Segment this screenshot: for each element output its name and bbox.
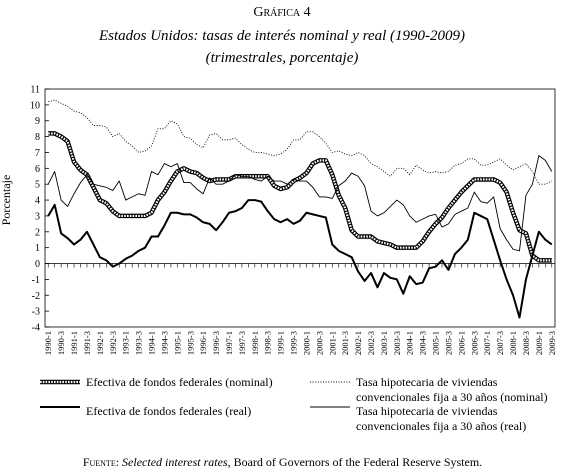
source-text: , Board of Governors of the Federal Rese… [227,455,483,469]
y-tick-label: 1 [35,243,40,254]
x-tick-label: 2000-3 [314,331,324,355]
y-tick-label: 0 [35,259,40,270]
x-tick-label: 2004-3 [418,331,428,355]
y-tick-label: 7 [35,148,40,159]
x-tick-label: 2003-1 [379,331,389,355]
x-tick-label: 1999-1 [276,331,286,355]
x-tick-label: 1995-3 [185,331,195,355]
y-tick-label: 3 [35,211,40,222]
x-tick-label: 1992-1 [95,331,105,355]
series-line [48,131,552,263]
y-tick-label: -1 [32,275,40,286]
legend-label: Tasa hipotecaria de viviendas convencion… [356,375,548,404]
x-tick-label: 2009-3 [547,331,557,355]
chart-title: Gráfica 4 [253,5,310,20]
plot-frame [44,88,556,328]
x-tick-label: 2009-1 [534,331,544,355]
series-line [47,155,553,252]
x-tick-label: 1992-3 [108,331,118,355]
x-tick-label: 1998-1 [250,331,260,355]
x-tick-label: 1991-3 [82,331,92,355]
y-tick-label: -3 [32,307,40,318]
x-tick-label: 1991-1 [69,331,79,355]
legend-label: Tasa hipotecaria de viviendas convencion… [356,404,527,433]
x-tick-label: 1997-1 [224,331,234,355]
x-tick-label: 1993-1 [121,331,131,355]
x-tick-label: 1994-3 [159,331,169,355]
x-tick-label: 2008-1 [508,331,518,355]
x-tick-label: 2003-3 [392,331,402,355]
x-tick-label: 1995-1 [172,331,182,355]
x-tick-label: 1990-1 [43,331,53,355]
source: Fuente: Selected interest rates, Board o… [0,455,565,470]
x-tick-label: 2000-1 [301,331,311,355]
series-line [47,199,553,319]
series-line [48,132,552,262]
x-tick-label: 2005-1 [431,331,441,355]
x-tick-label: 2007-3 [495,331,505,355]
x-tick-label: 2004-1 [405,331,415,355]
y-tick-label: 8 [35,132,40,143]
x-tick-label: 2002-1 [353,331,363,355]
x-tick-label: 1994-1 [147,331,157,355]
x-tick-label: 2001-1 [327,331,337,355]
x-tick-label: 2008-3 [521,331,531,355]
y-tick-label: 6 [35,164,40,175]
source-label: Fuente: [82,455,120,469]
y-tick-label: 2 [35,227,40,238]
subtitle: (trimestrales, porcentaje) [206,50,359,66]
y-tick-label: 5 [35,180,40,191]
x-tick-label: 1998-3 [263,331,273,355]
x-tick-label: 2006-3 [469,331,479,355]
x-tick-label: 1996-1 [198,331,208,355]
x-tick-label: 1996-3 [211,331,221,355]
x-tick-label: 1993-3 [134,331,144,355]
x-tick-label: 2001-3 [340,331,350,355]
subtitle: Estados Unidos: tasas de interés nominal… [98,28,465,44]
x-tick-label: 1990-3 [56,331,66,355]
source-title: Selected interest rates [122,455,228,469]
x-tick-label: 2002-3 [366,331,376,355]
y-tick-label: 9 [35,116,40,127]
x-tick-label: 2007-1 [482,331,492,355]
y-axis-label: Porcentaje [0,175,13,226]
legend-label: Efectiva de fondos federales (nominal) [86,375,273,389]
x-tick-label: 2005-3 [443,331,453,355]
y-tick-label: 11 [30,85,40,96]
legend-label: Efectiva de fondos federales (real) [86,404,252,418]
x-tick-label: 1999-3 [289,331,299,355]
y-tick-label: -4 [32,323,40,334]
x-tick-label: 1997-3 [237,331,247,355]
x-tick-label: 2006-1 [456,331,466,355]
y-tick-label: -2 [32,291,40,302]
y-tick-label: 10 [30,100,40,111]
y-tick-label: 4 [35,196,40,207]
series-line [48,99,552,185]
